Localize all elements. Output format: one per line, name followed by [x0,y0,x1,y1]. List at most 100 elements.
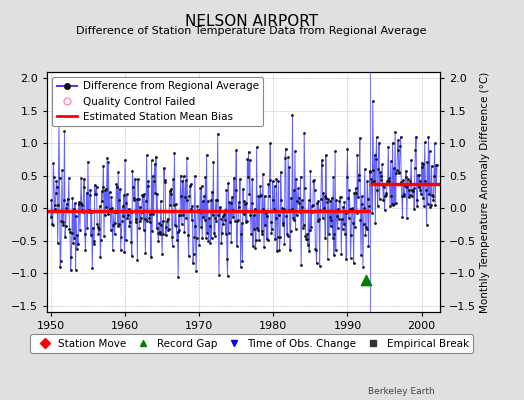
Point [340,198,348,205]
Point [122,200,130,206]
Point [343,145,352,152]
Point [187,181,195,187]
Point [243,156,252,162]
Point [87,232,95,238]
Point [191,173,199,179]
Point [376,169,385,176]
Point [301,185,309,191]
Point [135,224,144,231]
Point [296,173,304,180]
Point [84,208,93,215]
Point [410,206,418,212]
Point [384,143,392,150]
Point [247,231,255,238]
Point [362,276,370,283]
Point [177,193,185,200]
Point [264,181,272,188]
Point [174,274,182,280]
Point [311,246,320,252]
Point [158,250,166,257]
Point [263,212,271,219]
Point [390,165,398,172]
Point [234,217,242,223]
Point [310,176,318,183]
Point [355,177,364,184]
Point [428,192,436,198]
Point [353,210,361,216]
Point [115,221,123,228]
Point [397,134,405,140]
Point [391,129,399,135]
Point [384,178,392,184]
Point [323,198,331,205]
Point [401,183,409,190]
Point [426,204,434,210]
Point [238,258,247,265]
Point [389,202,397,208]
Point [412,196,421,203]
Point [416,187,424,194]
Point [411,165,419,171]
Point [185,183,194,190]
Point [308,202,316,209]
Point [407,157,416,164]
Point [395,169,403,175]
Point [106,227,115,233]
Point [117,234,126,240]
Point [281,155,289,161]
Point [171,222,179,229]
Point [359,220,368,227]
Point [81,246,90,253]
Point [292,212,301,218]
Point [326,198,334,205]
Point [112,209,120,216]
Point [50,206,59,212]
Point [419,161,428,167]
Point [270,206,278,212]
Point [228,194,236,200]
Point [380,207,389,213]
Point [266,177,274,184]
Point [83,224,92,231]
Point [173,228,182,235]
Point [425,148,434,154]
Point [64,175,73,182]
Point [165,226,173,233]
Point [169,176,178,183]
Point [409,185,418,191]
Point [146,211,155,218]
Point [432,162,440,168]
Point [398,214,407,220]
Point [231,218,239,224]
Point [73,246,81,253]
Point [235,199,243,205]
Point [156,229,165,235]
Point [413,202,421,209]
Point [88,209,96,215]
Point [406,178,414,184]
Point [61,234,69,240]
Point [165,188,173,194]
Point [57,218,66,224]
Point [431,202,440,208]
Point [91,190,100,197]
Point [418,164,426,170]
Point [320,205,328,212]
Point [59,222,68,228]
Text: Difference of Station Temperature Data from Regional Average: Difference of Station Temperature Data f… [77,26,427,36]
Point [368,210,376,216]
Point [332,247,340,254]
Point [58,167,66,174]
Point [358,201,366,208]
Point [189,251,198,258]
Point [250,206,259,212]
Point [212,218,221,224]
Point [98,198,106,204]
Point [137,215,145,221]
Point [395,170,403,176]
Point [353,152,362,158]
Point [47,213,55,220]
Point [345,187,354,194]
Point [311,187,319,194]
Point [148,228,156,234]
